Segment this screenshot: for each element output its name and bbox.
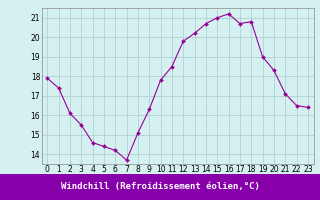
Text: Windchill (Refroidissement éolien,°C): Windchill (Refroidissement éolien,°C)	[60, 182, 260, 192]
